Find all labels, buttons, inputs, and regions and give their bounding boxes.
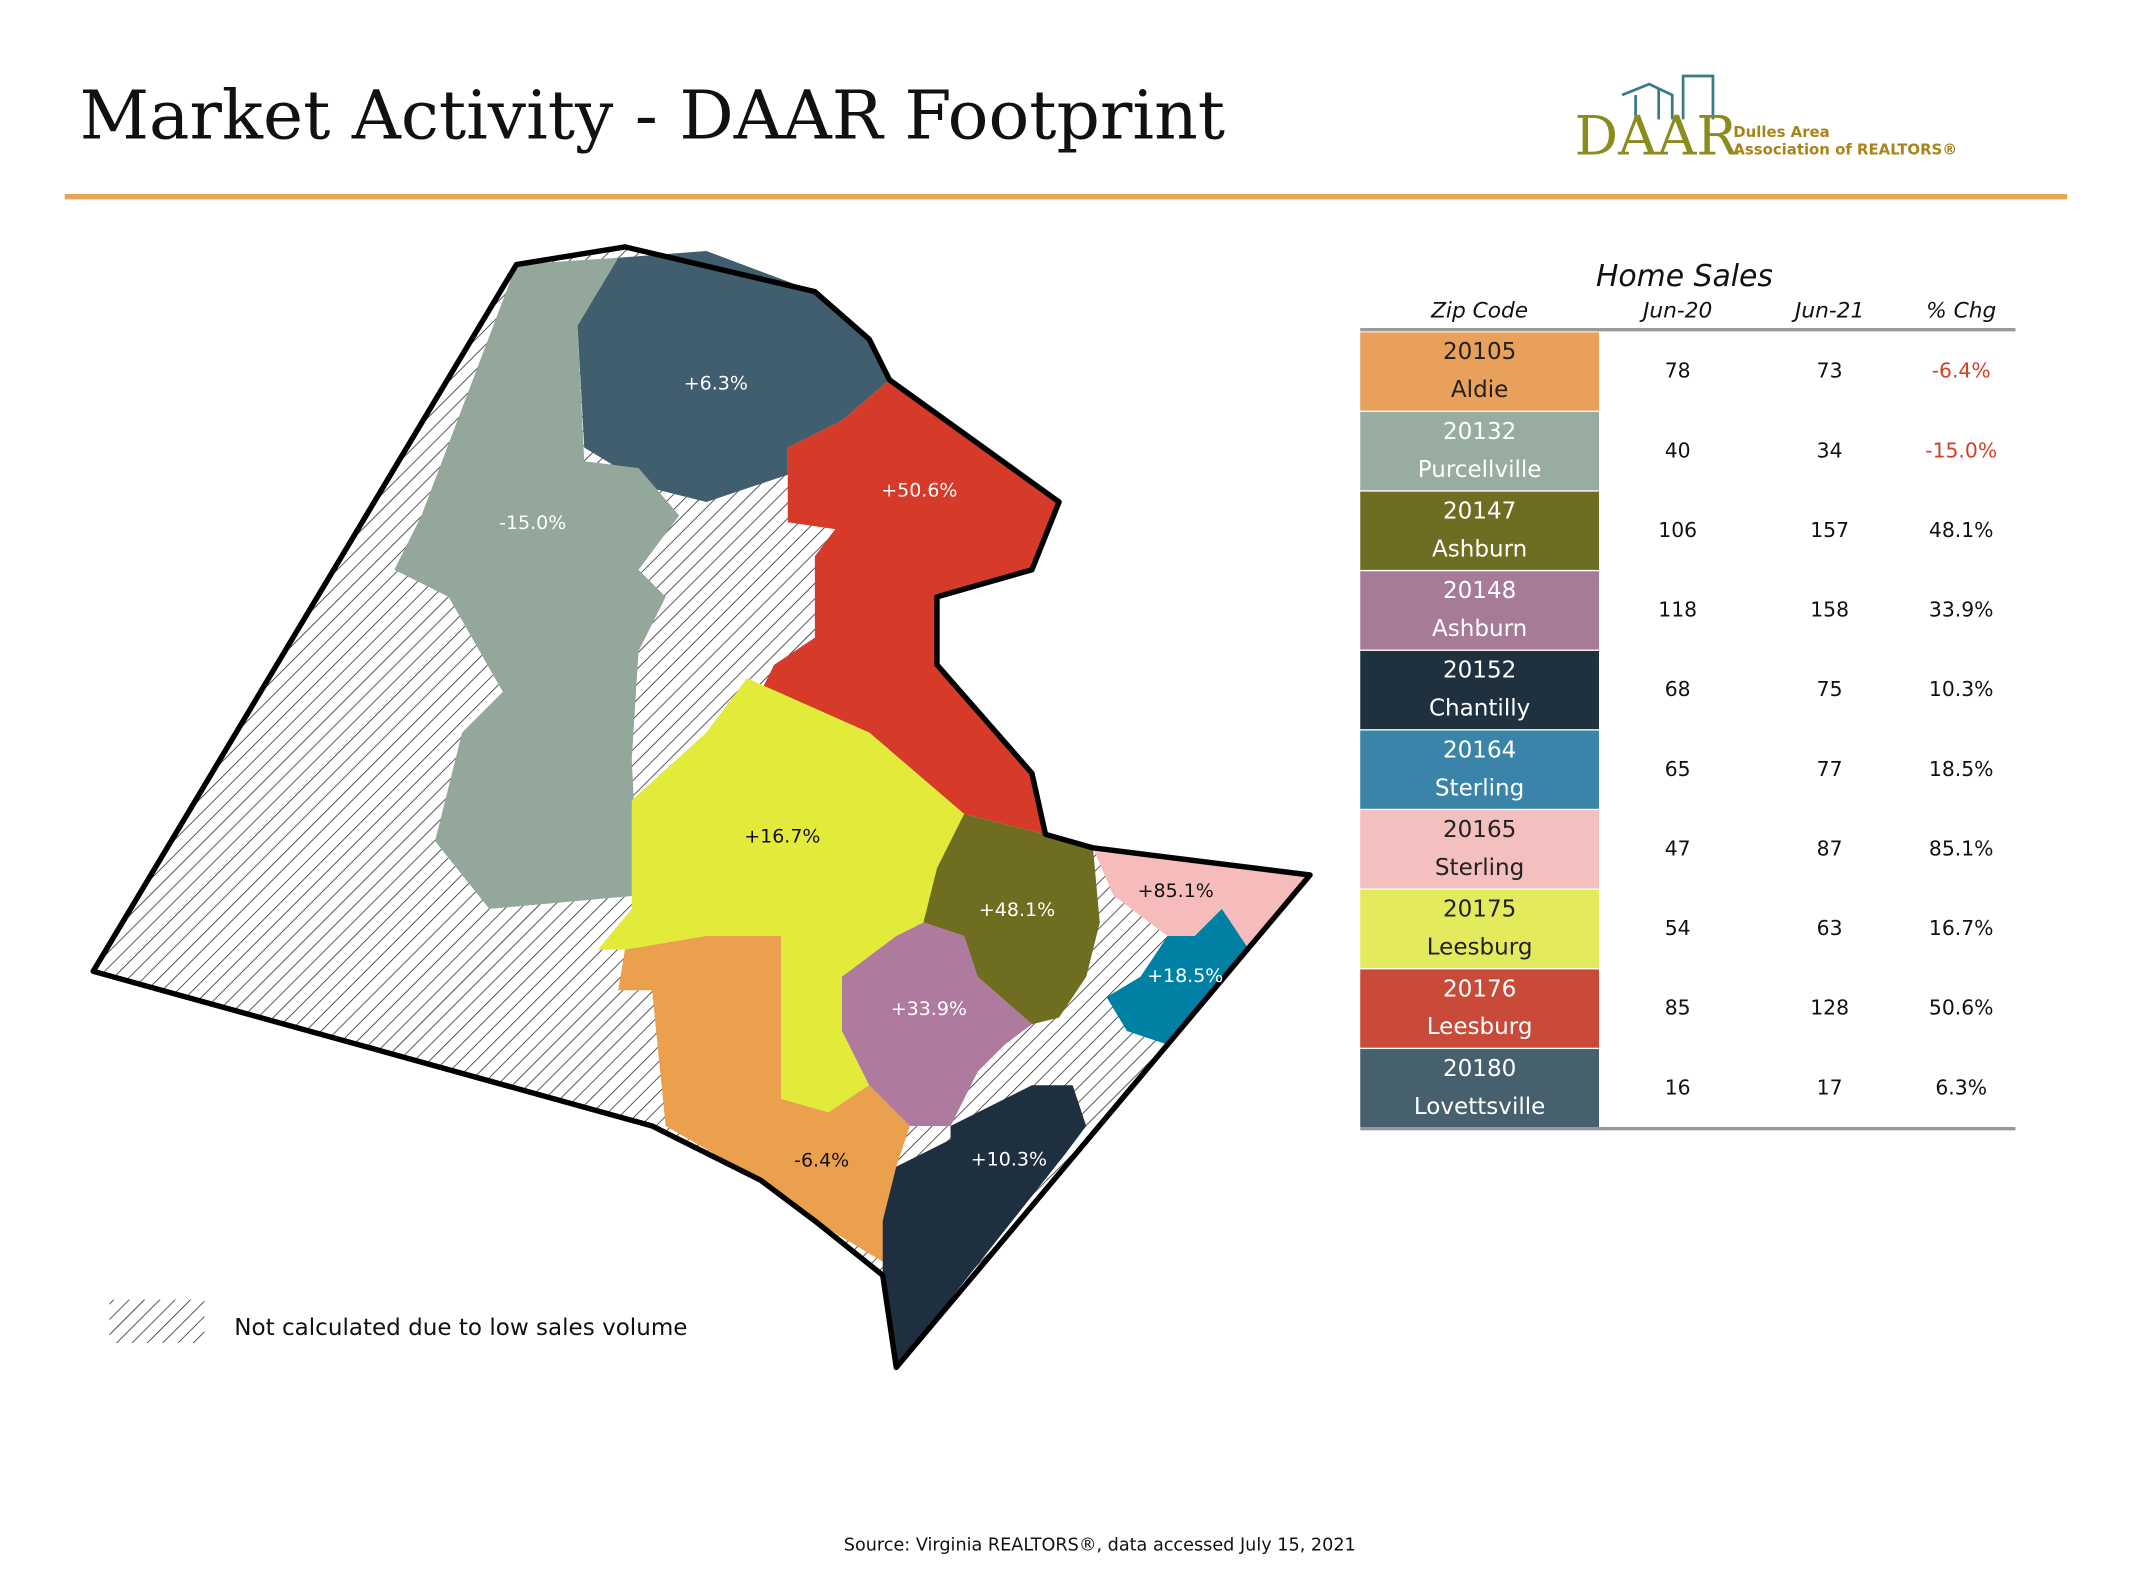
sales-jun21: 87	[1817, 836, 1843, 860]
zip-code: 20175	[1443, 897, 1516, 923]
zip-code: 20148	[1443, 578, 1516, 604]
zip-place: Chantilly	[1429, 696, 1530, 722]
zip-place: Sterling	[1435, 855, 1524, 881]
legend-label: Not calculated due to low sales volume	[234, 1315, 687, 1341]
column-header: Zip Code	[1430, 298, 1528, 323]
pct-change: 16.7%	[1929, 916, 1994, 940]
county-border	[90, 244, 1313, 1371]
column-header: Jun-21	[1791, 298, 1864, 323]
sales-jun21: 75	[1817, 677, 1843, 701]
zip-region	[1106, 908, 1249, 1045]
zip-cell	[1360, 650, 1599, 730]
region-label: -6.4%	[794, 1150, 849, 1172]
pct-change: 18.5%	[1929, 757, 1994, 781]
sales-jun21: 77	[1817, 757, 1843, 781]
zip-place: Leesburg	[1427, 1014, 1533, 1040]
column-header: Jun-20	[1639, 298, 1712, 323]
zip-code: 20164	[1443, 737, 1516, 763]
zip-code: 20132	[1443, 419, 1516, 445]
pct-change: -15.0%	[1925, 438, 1997, 462]
map: +6.3% -15.0% +50.6% +16.7% +48.1% +85.1% +18.5…	[90, 244, 1313, 1371]
zip-region	[394, 257, 680, 909]
sales-jun20: 85	[1665, 996, 1691, 1020]
sales-jun20: 16	[1665, 1075, 1691, 1099]
zip-cell	[1360, 411, 1599, 491]
zip-cell	[1360, 1049, 1599, 1128]
logo-skyline	[1621, 74, 1715, 120]
region-label: +33.9%	[891, 998, 967, 1020]
pct-change: -6.4%	[1932, 359, 1991, 383]
region-label: +10.3%	[971, 1148, 1047, 1170]
logo-mark: DAAR	[1575, 105, 1740, 168]
sales-jun20: 68	[1665, 677, 1691, 701]
logo-line: Association of REALTORS®	[1733, 141, 1957, 159]
zip-region	[882, 1085, 1087, 1368]
zip-code: 20165	[1443, 817, 1516, 843]
slide-title: Market Activity - DAAR Footprint	[80, 75, 1225, 154]
sales-jun20: 65	[1665, 757, 1691, 781]
sales-jun20: 78	[1665, 359, 1691, 383]
logo: DAAR Dulles Area Association of REALTORS…	[1575, 74, 1957, 168]
zip-code: 20105	[1443, 339, 1516, 365]
column-header: % Chg	[1926, 298, 1996, 323]
sales-jun21: 157	[1810, 518, 1849, 542]
sales-jun21: 17	[1817, 1075, 1843, 1099]
sales-jun20: 47	[1665, 836, 1691, 860]
zip-code: 20180	[1443, 1056, 1516, 1082]
zip-place: Purcellville	[1418, 457, 1542, 483]
zip-region	[597, 678, 965, 1113]
zip-place: Ashburn	[1432, 536, 1527, 562]
sales-jun20: 118	[1658, 598, 1697, 622]
table: Home Sales Zip Code Jun-20 Jun-21 % Chg 2010…	[1360, 259, 2016, 1131]
source-note: Source: Virginia REALTORS®, data accesse…	[844, 1536, 1356, 1556]
sales-jun21: 73	[1817, 359, 1843, 383]
zip-region	[577, 250, 890, 502]
zip-region	[618, 936, 910, 1262]
region-label: +6.3%	[684, 372, 748, 394]
zip-code: 20147	[1443, 498, 1516, 524]
zip-place: Leesburg	[1427, 935, 1533, 961]
pct-change: 33.9%	[1929, 598, 1994, 622]
zip-cell	[1360, 810, 1599, 889]
zip-code: 20152	[1443, 658, 1516, 684]
region-label: +50.6%	[881, 480, 957, 502]
sales-jun21: 63	[1817, 916, 1843, 940]
zip-region	[1092, 847, 1311, 950]
zip-region	[842, 922, 1032, 1126]
region-label: +18.5%	[1147, 965, 1223, 987]
zip-cell	[1360, 730, 1599, 809]
sales-jun20: 54	[1665, 916, 1691, 940]
pct-change: 10.3%	[1929, 677, 1994, 701]
zip-region	[923, 813, 1100, 1025]
region-label: +16.7%	[744, 826, 820, 848]
sales-jun20: 40	[1665, 438, 1691, 462]
zip-code: 20176	[1443, 976, 1516, 1002]
zip-place: Ashburn	[1432, 616, 1527, 642]
zip-cell	[1360, 889, 1599, 969]
zip-cell	[1360, 332, 1599, 411]
pct-change: 50.6%	[1929, 996, 1994, 1020]
region-label: -15.0%	[499, 512, 566, 534]
sales-jun21: 34	[1817, 438, 1843, 462]
region-label: +48.1%	[979, 899, 1055, 921]
pct-change: 85.1%	[1929, 836, 1994, 860]
sales-jun21: 128	[1810, 996, 1849, 1020]
zip-place: Sterling	[1435, 775, 1524, 801]
zip-place: Aldie	[1451, 377, 1508, 403]
zip-cell	[1360, 571, 1599, 650]
pct-change: 6.3%	[1935, 1075, 1987, 1099]
region-label: +85.1%	[1138, 880, 1214, 902]
zip-cell	[1360, 491, 1599, 570]
logo-line: Dulles Area	[1733, 123, 1829, 141]
pct-change: 48.1%	[1929, 518, 1994, 542]
legend-swatch	[109, 1299, 205, 1344]
sales-jun21: 158	[1810, 598, 1849, 622]
zip-cell	[1360, 969, 1599, 1048]
table-title: Home Sales	[1596, 259, 1773, 294]
zip-place: Lovettsville	[1414, 1094, 1545, 1120]
sales-jun20: 106	[1658, 518, 1697, 542]
